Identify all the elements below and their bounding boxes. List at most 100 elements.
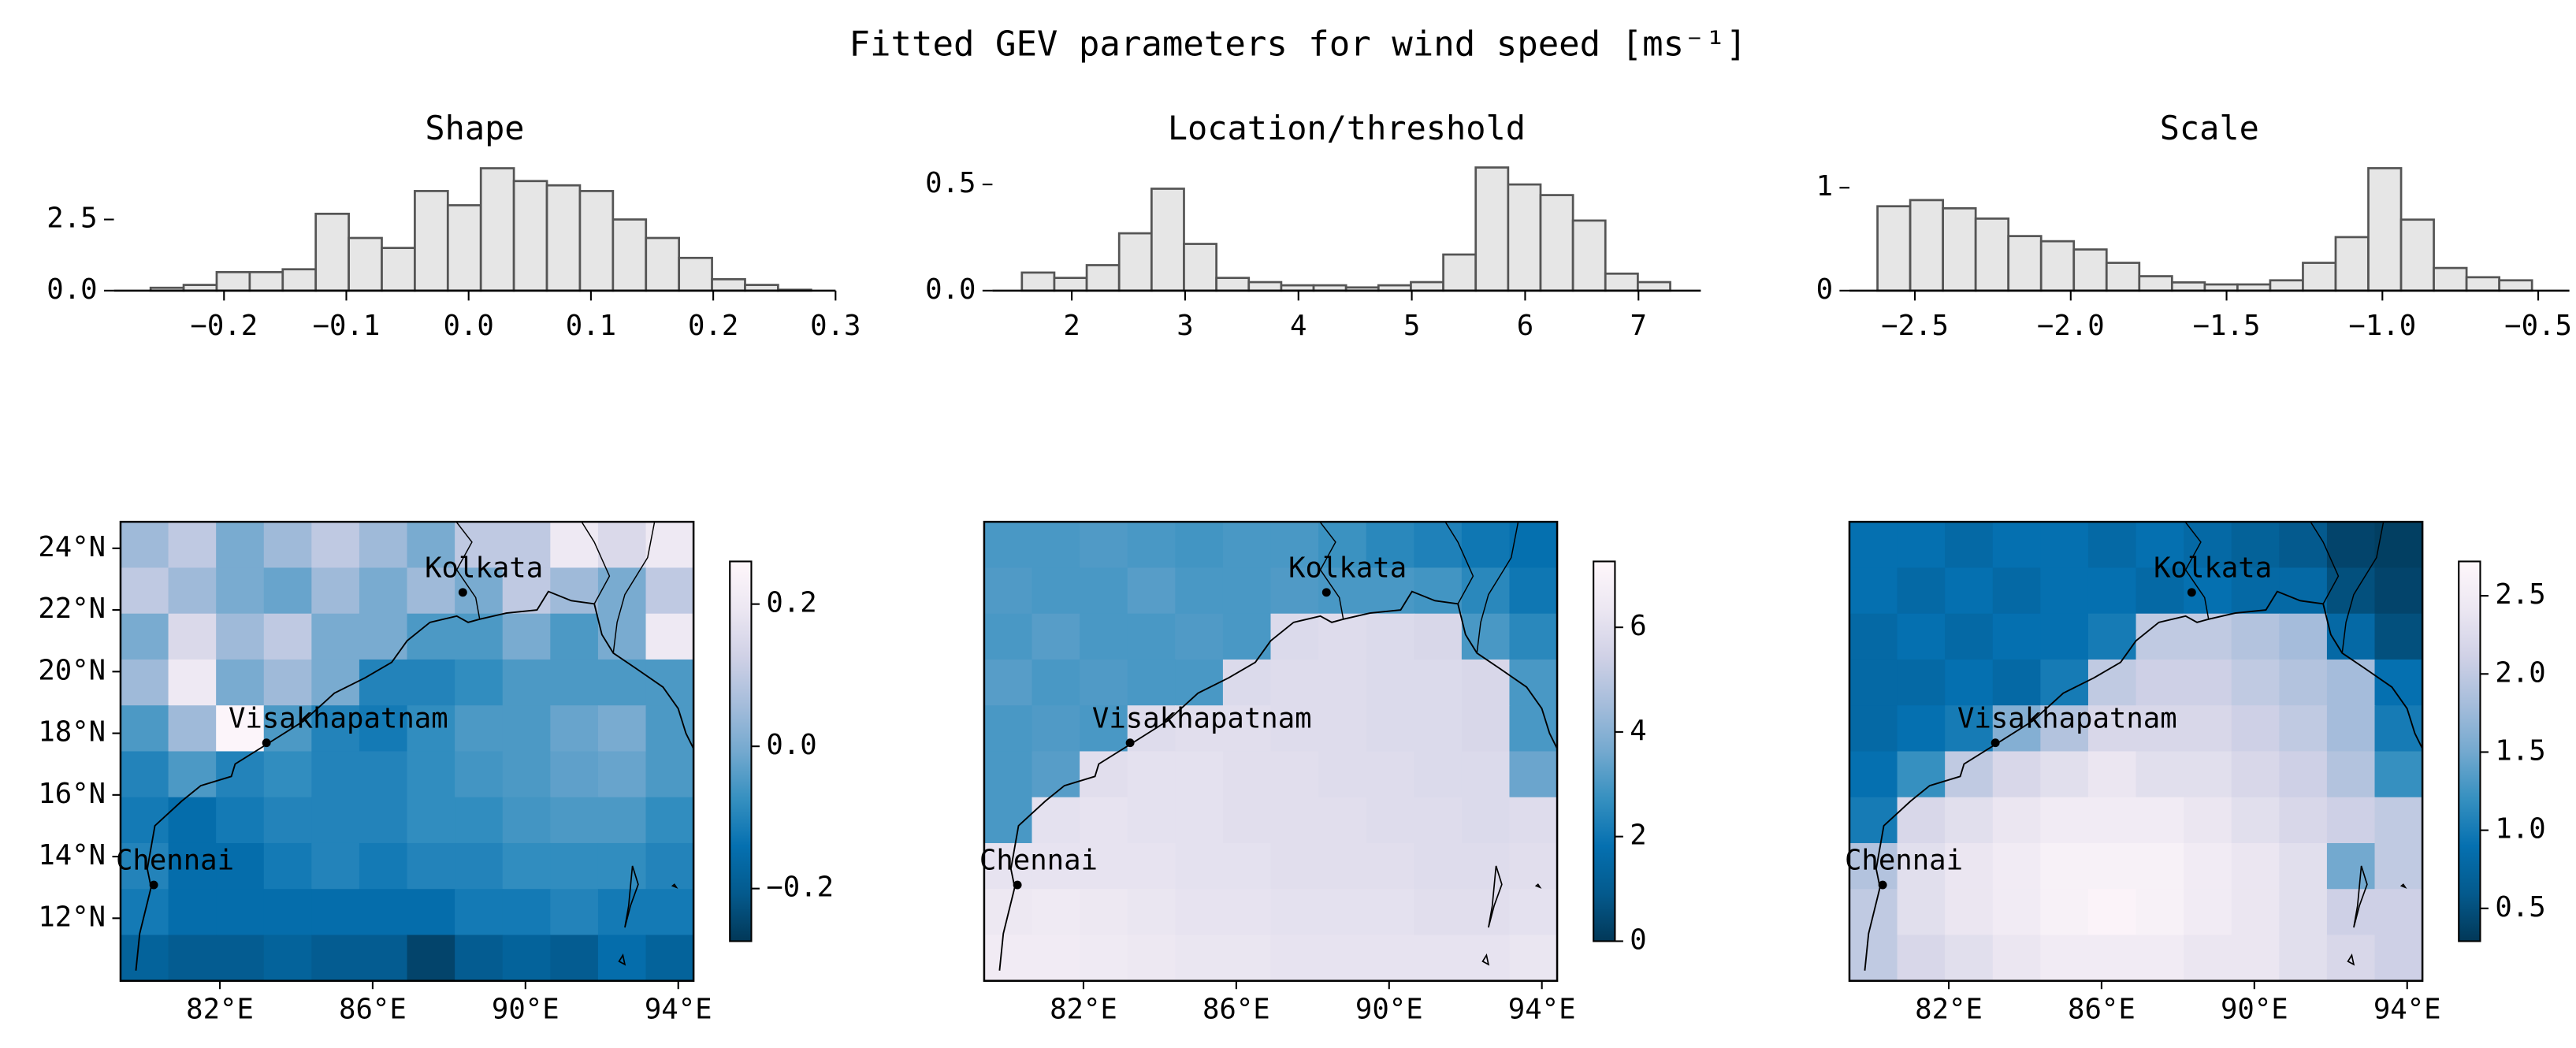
grid-cell [597,567,647,615]
border [2184,522,2210,619]
grid-cell [2326,659,2376,707]
city-marker [1125,738,1135,748]
bar [414,190,449,292]
grid-cell [645,522,694,569]
city-marker [149,880,158,890]
grid-cell [2040,567,2089,615]
figure-title: Fitted GEV parameters for wind speed [ms… [849,24,1747,65]
x-tick-label: 0.1 [566,310,616,342]
grid-cell [455,842,504,890]
grid-cell [645,797,694,844]
grid-cell [502,659,552,707]
x-tick-label: −2.0 [2037,310,2105,342]
grid-cell [2326,522,2376,569]
grid-cell [1945,705,1994,753]
grid-cell [1945,613,1994,660]
grid-cell [168,751,217,798]
grid-cell [2231,889,2280,936]
grid-cell [645,751,694,798]
grid-cell [2184,889,2232,936]
grid-cell [2279,842,2328,890]
bar [1474,166,1510,292]
grid-cell [2374,751,2423,798]
grid-cell [2136,659,2184,707]
x-tick-label: −0.1 [313,310,381,342]
grid-cell [1414,659,1463,707]
grid-cell [2136,797,2184,844]
bar [2039,240,2076,292]
bar [545,184,582,292]
grid-cell [2087,522,2137,569]
grid-cell [311,659,360,707]
coastline [135,590,694,971]
colorbar-tick-label: 1.0 [2495,813,2545,845]
grid-cell [311,889,360,936]
x-tick-label: 90°E [492,993,559,1025]
grid-cell [1270,659,1319,707]
bar [645,236,681,292]
grid-cell [2231,751,2280,798]
grid-cell [2087,567,2137,615]
bar [1604,272,1639,292]
grid-cell [1414,935,1463,981]
grid-cell [983,567,1033,615]
grid-cell [1897,522,1946,569]
map-frame [983,520,1559,983]
grid-cell [216,659,265,707]
panel-title: Shape [425,109,524,147]
colorbar-tick-label: 2.5 [2495,578,2545,611]
grid-cell [216,751,265,798]
grid-cell [1080,659,1128,707]
y-tick-label: 2.5 [46,203,97,235]
grid-cell [597,613,647,660]
grid-cell [263,705,313,753]
grid-cell [2184,842,2232,890]
grid-cell [1461,522,1511,569]
grid-cell [359,751,408,798]
x-tick-label: 90°E [2221,993,2288,1025]
grid-cell [2279,567,2328,615]
grid-cell [2087,797,2137,844]
x-tick-label: 86°E [1203,993,1270,1025]
grid-cell [502,842,552,890]
grid-cell [1992,797,2042,844]
grid-cell [2040,935,2089,981]
grid-cell [1270,797,1319,844]
island [2353,865,2368,928]
city-label: Kolkata [1288,552,1407,584]
grid-cell [168,889,217,936]
x-tick-label: 90°E [1355,993,1423,1025]
grid-cell [1509,889,1558,936]
grid-cell [2040,659,2089,707]
grid-cell [1414,522,1463,569]
grid-cell [502,889,552,936]
grid-cell [1897,797,1946,844]
grid-cell [2279,705,2328,753]
bar [578,190,615,292]
grid-cell [1461,567,1511,615]
y-tick-label: 0.0 [925,273,976,306]
grid-cell [1945,797,1994,844]
island [671,883,678,889]
grid-cell [1414,705,1463,753]
grid-cell [1509,935,1558,981]
grid-cell [1270,613,1319,660]
grid-cell [1127,889,1176,936]
grid-cell [1080,889,1128,936]
grid-cell [359,705,408,753]
border [581,522,611,604]
grid-cell [263,567,313,615]
grid-cell [597,797,647,844]
colorbar-tick-label: 0 [1630,924,1646,956]
grid-cell [1461,935,1511,981]
bar [348,236,383,292]
grid-cell [1080,751,1128,798]
colorbar-tick-label: 0.0 [766,729,816,761]
grid-cell [311,613,360,660]
grid-cell [2040,613,2089,660]
grid-cell [120,751,169,798]
colorbar-tick-label: −0.2 [766,871,834,904]
grid-cell [1222,522,1272,569]
grid-cell [1127,705,1176,753]
grid-cell [359,797,408,844]
